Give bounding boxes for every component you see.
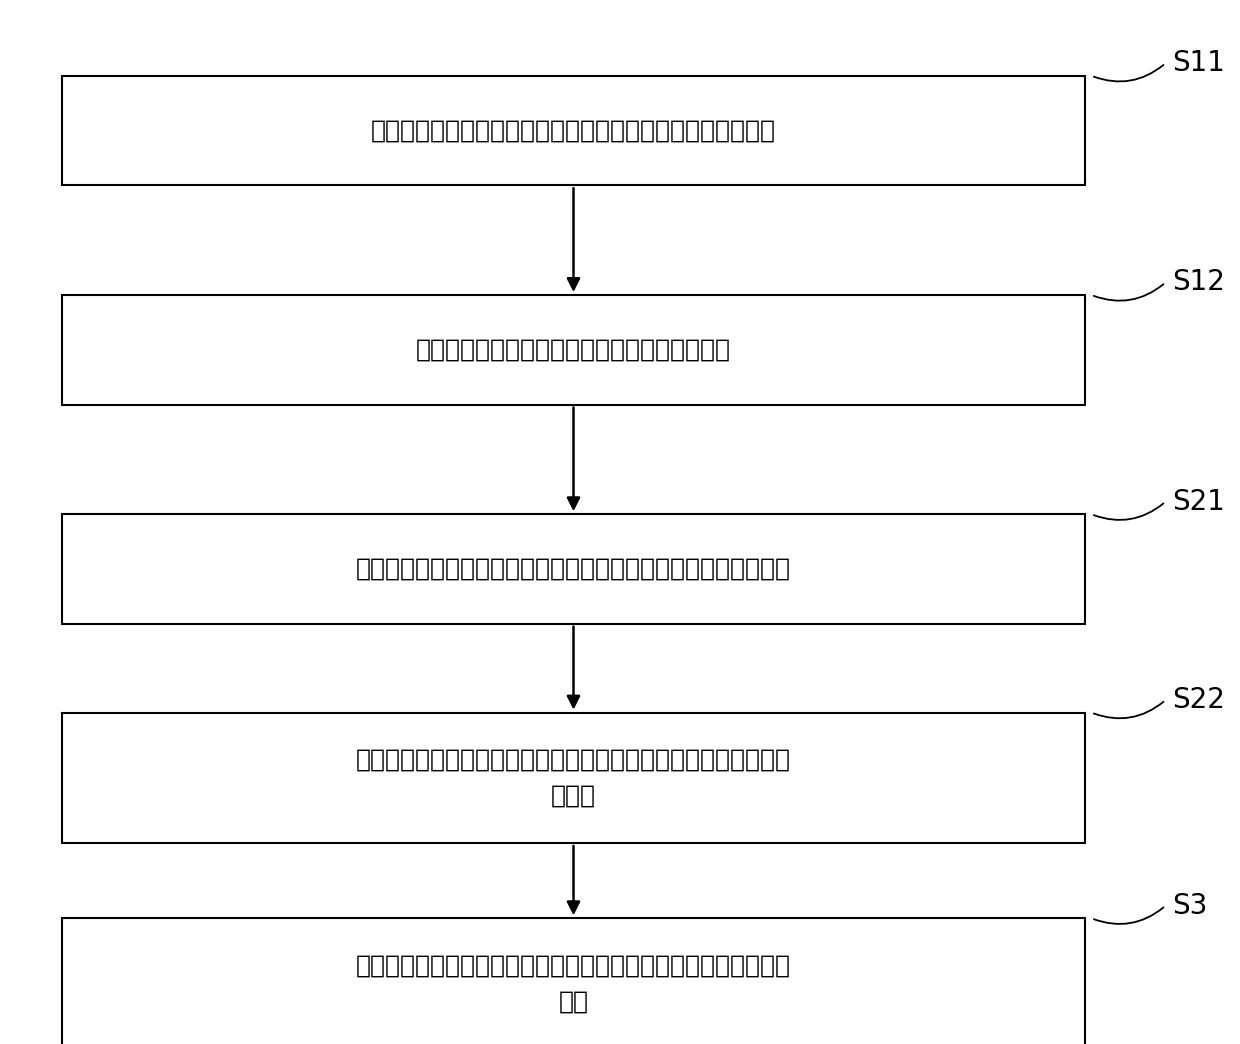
Text: 根据所述远场方向图角度与所述第一近场分布数据获取天线的远场
方向图: 根据所述远场方向图角度与所述第一近场分布数据获取天线的远场 方向图 [356,749,791,807]
Text: S3: S3 [1172,892,1208,920]
Bar [62,712,1085,844]
Text: S22: S22 [1172,686,1225,714]
Text: 根据所述天线的远场方向图进行逆变换，获取天线的第二近场分布
数据: 根据所述天线的远场方向图进行逆变换，获取天线的第二近场分布 数据 [356,954,791,1013]
Text: S11: S11 [1172,49,1225,77]
Bar [62,514,1085,623]
Text: S21: S21 [1172,488,1225,516]
Bar [62,294,1085,404]
Bar [62,76,1085,186]
Text: 根据所述位置信息获取天线的第一近场分布数据: 根据所述位置信息获取天线的第一近场分布数据 [415,338,732,361]
Bar [62,919,1085,1044]
Text: 根据预设采样间距通过快速傅里叶变换获取天线的远场方向图角度: 根据预设采样间距通过快速傅里叶变换获取天线的远场方向图角度 [356,557,791,580]
Text: 通过探头对天线进行采样，获取一个或多个采样点的位置信息: 通过探头对天线进行采样，获取一个或多个采样点的位置信息 [371,119,776,142]
Text: S12: S12 [1172,268,1225,296]
